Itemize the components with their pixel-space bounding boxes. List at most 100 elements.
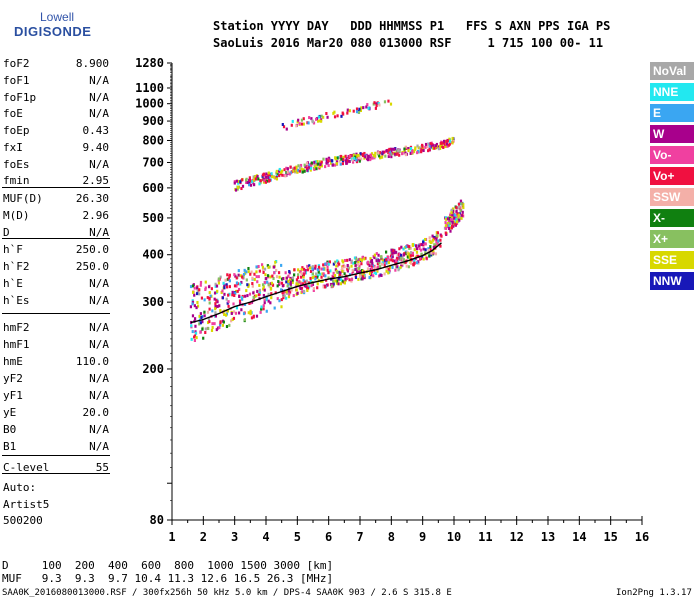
echo-point [411,149,414,153]
echo-point [308,163,311,167]
echo-point [191,330,194,334]
echo-point [234,311,238,315]
echo-point [348,160,351,164]
param-row: hmE 110.0 [3,355,109,369]
echo-point [320,267,323,271]
echo-point [296,170,299,174]
echo-point [341,269,344,273]
echo-point [280,305,283,309]
echo-point [357,153,360,157]
echo-point [312,288,315,292]
echo-point [359,269,362,273]
echo-point [256,289,259,293]
echo-point [331,159,334,163]
legend-item: NNW [650,272,694,290]
echo-point [388,150,391,154]
echo-point [204,327,207,331]
param-name: foF2 [3,57,30,70]
echo-point [206,321,210,325]
echo-point [395,152,398,156]
echo-point [267,265,270,269]
param-name: foEs [3,158,30,171]
echo-point [415,244,418,248]
echo-point [374,272,378,276]
trace-line [190,242,442,324]
echo-point [300,268,303,272]
echo-point [327,270,330,274]
echo-point [240,308,243,312]
echo-point [213,297,216,301]
echo-point [247,311,250,315]
x-tick-label: 4 [262,530,269,544]
echo-point [354,274,357,278]
param-name: foF1p [3,91,37,104]
echo-point [387,255,390,259]
echo-point [281,173,284,177]
echo-point [418,246,421,250]
echo-point [343,272,346,276]
echo-point [216,326,220,330]
echo-point [314,160,317,164]
echo-point [344,154,347,158]
echo-point [264,273,267,277]
echo-point [316,268,319,272]
param-row: yF1 N/A [3,389,109,403]
echo-point [248,176,251,180]
echo-point [364,256,367,260]
echo-point [235,284,238,288]
echo-point [350,264,353,268]
echo-point [381,262,384,266]
echo-point [275,171,278,175]
param-row: h`Es N/A [3,294,109,308]
y-tick-label: 900 [142,114,164,128]
param-value: 55 [95,461,109,474]
y-tick-label: 600 [142,181,164,195]
echo-point [237,185,240,189]
echo-point [384,250,388,254]
param-row: h`E N/A [3,277,109,291]
echo-point [390,155,393,159]
echo-point [385,258,388,262]
echo-point [330,161,333,165]
param-value: N/A [89,423,109,436]
echo-point [461,210,464,214]
echo-point [363,151,366,155]
param-value: 20.0 [82,406,110,419]
echo-point [231,290,234,294]
echo-point [203,314,206,318]
echo-point [203,310,206,314]
echo-point [376,262,379,266]
echo-point [208,291,211,295]
param-value: N/A [89,74,109,87]
y-tick-label: 700 [142,155,164,169]
echo-point [460,216,463,220]
echo-point [417,146,420,150]
echo-point [457,213,460,217]
echo-point [428,254,431,258]
x-tick-label: 11 [478,530,492,544]
echo-point [373,264,376,268]
echo-point [355,160,359,164]
echo-point [214,307,217,311]
echo-point [196,286,199,290]
echo-point [395,259,398,263]
echo-point [243,302,247,306]
echo-point [241,178,244,182]
echo-point [282,296,285,300]
echo-point [367,155,370,159]
echo-point [240,187,243,191]
echo-point [282,277,285,281]
echo-point [246,294,249,298]
echo-point [189,305,193,309]
echo-point [369,273,373,277]
echo-point [455,209,458,213]
echo-point [262,270,265,274]
echo-point [334,157,337,161]
echo-point [368,264,371,268]
echo-point [214,302,217,306]
param-row: C-level 55 [3,461,109,475]
echo-point [290,123,293,127]
echo-point [444,224,448,228]
echo-point [391,147,395,151]
